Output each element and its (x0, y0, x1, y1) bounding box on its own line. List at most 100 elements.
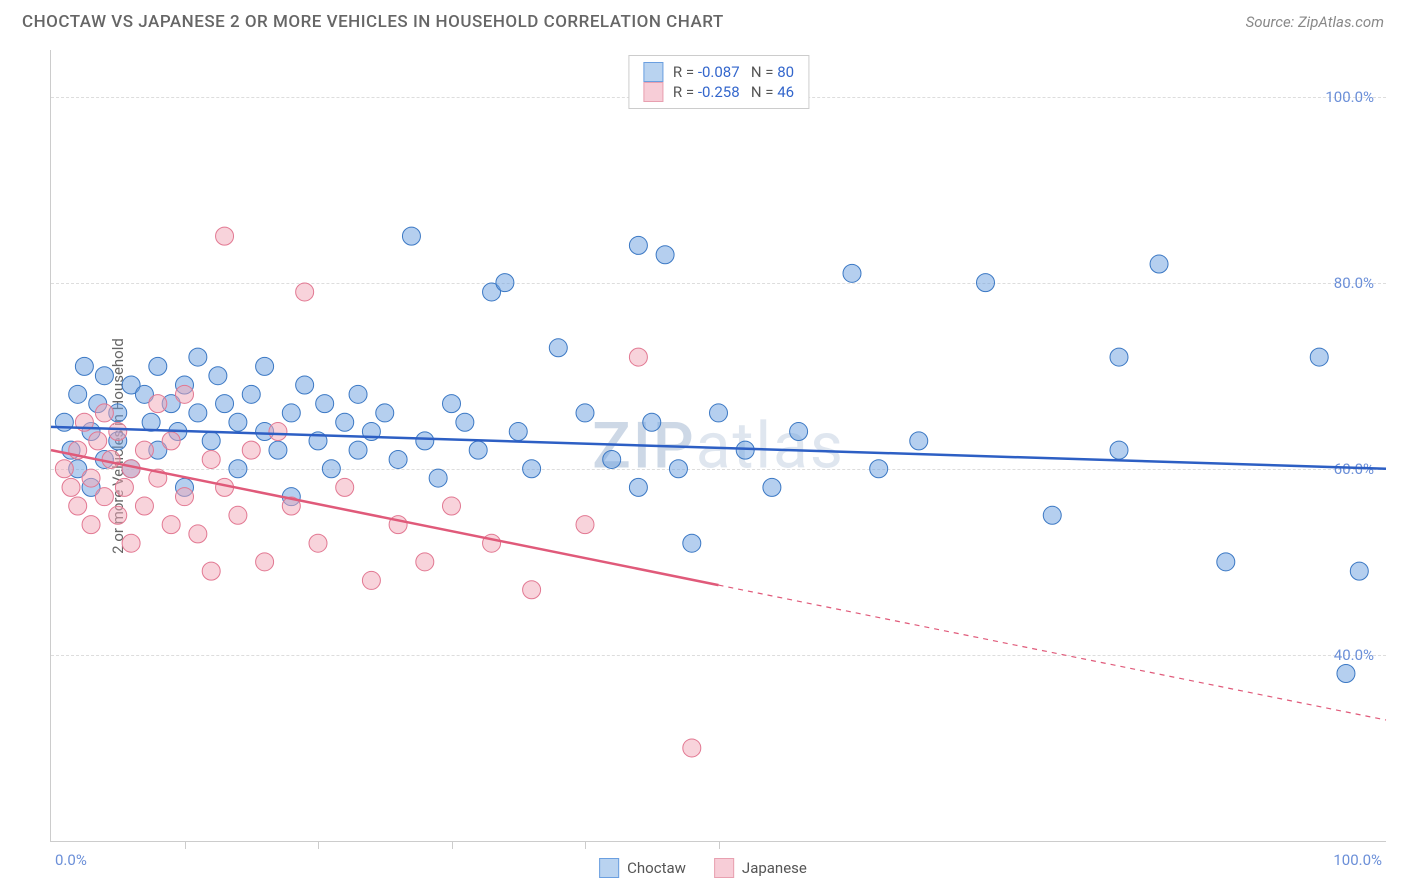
data-point (1350, 562, 1368, 580)
data-point (122, 534, 140, 552)
data-point (316, 395, 334, 413)
data-point (149, 395, 167, 413)
data-point (189, 404, 207, 422)
stat-row-choctaw: R = -0.087 N = 80 (643, 62, 794, 82)
swatch-choctaw (643, 62, 663, 82)
data-point (322, 460, 340, 478)
data-point (870, 460, 888, 478)
data-point (216, 395, 234, 413)
data-point (95, 488, 113, 506)
data-point (149, 357, 167, 375)
x-tick-mark (318, 841, 319, 849)
data-point (509, 423, 527, 441)
data-point (209, 367, 227, 385)
data-point (115, 478, 133, 496)
data-point (269, 423, 287, 441)
legend-swatch-japanese (714, 858, 734, 878)
data-point (256, 553, 274, 571)
data-point (242, 385, 260, 403)
data-point (349, 441, 367, 459)
data-point (309, 534, 327, 552)
data-point (576, 516, 594, 534)
data-point (95, 404, 113, 422)
data-point (456, 413, 474, 431)
data-point (62, 478, 80, 496)
data-point (683, 534, 701, 552)
data-point (69, 385, 87, 403)
data-point (242, 441, 260, 459)
data-point (402, 227, 420, 245)
data-point (162, 516, 180, 534)
data-point (269, 441, 287, 459)
data-point (469, 441, 487, 459)
data-point (523, 460, 541, 478)
data-point (82, 516, 100, 534)
data-point (256, 357, 274, 375)
data-point (523, 581, 541, 599)
source-label: Source: ZipAtlas.com (1246, 13, 1384, 31)
regression-line-dashed (719, 585, 1387, 720)
data-point (910, 432, 928, 450)
x-tick-max: 100.0% (1333, 851, 1382, 869)
data-point (202, 432, 220, 450)
data-point (362, 571, 380, 589)
data-point (1310, 348, 1328, 366)
data-point (229, 506, 247, 524)
data-point (710, 404, 728, 422)
data-point (142, 413, 160, 431)
data-point (216, 227, 234, 245)
data-point (576, 404, 594, 422)
data-point (135, 441, 153, 459)
data-point (790, 423, 808, 441)
data-point (176, 385, 194, 403)
data-point (1110, 348, 1128, 366)
data-point (1150, 255, 1168, 273)
data-point (102, 450, 120, 468)
data-point (683, 739, 701, 757)
data-point (176, 488, 194, 506)
data-point (843, 264, 861, 282)
data-point (189, 348, 207, 366)
data-point (296, 376, 314, 394)
data-point (496, 274, 514, 292)
data-point (1110, 441, 1128, 459)
data-point (75, 357, 93, 375)
data-point (202, 450, 220, 468)
regression-line (51, 450, 719, 585)
data-point (296, 283, 314, 301)
data-point (629, 236, 647, 254)
x-tick-min: 0.0% (55, 851, 87, 869)
data-point (229, 460, 247, 478)
x-tick-mark (185, 841, 186, 849)
data-point (95, 367, 113, 385)
data-point (135, 497, 153, 515)
x-tick-mark (452, 841, 453, 849)
data-point (69, 497, 87, 515)
data-point (282, 404, 300, 422)
data-point (656, 246, 674, 264)
legend-item-choctaw: Choctaw (599, 858, 686, 878)
chart-svg (51, 50, 1386, 841)
data-point (1337, 664, 1355, 682)
data-point (109, 506, 127, 524)
data-point (416, 432, 434, 450)
data-point (629, 348, 647, 366)
data-point (336, 413, 354, 431)
data-point (669, 460, 687, 478)
data-point (189, 525, 207, 543)
data-point (429, 469, 447, 487)
data-point (389, 450, 407, 468)
chart-header: CHOCTAW VS JAPANESE 2 OR MORE VEHICLES I… (0, 0, 1406, 40)
swatch-japanese (643, 82, 663, 102)
chart-title: CHOCTAW VS JAPANESE 2 OR MORE VEHICLES I… (22, 12, 724, 32)
bottom-legend: Choctaw Japanese (599, 858, 807, 878)
data-point (603, 450, 621, 468)
data-point (416, 553, 434, 571)
data-point (643, 413, 661, 431)
data-point (736, 441, 754, 459)
data-point (229, 413, 247, 431)
data-point (336, 478, 354, 496)
data-point (82, 469, 100, 487)
data-point (629, 478, 647, 496)
data-point (109, 423, 127, 441)
